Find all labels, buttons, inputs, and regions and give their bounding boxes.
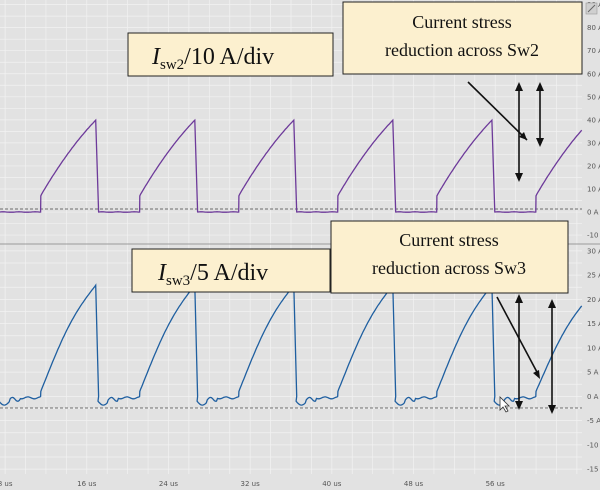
sw3-reduction-arrowhead-2-up (548, 299, 556, 308)
sw2-pointer-arrow (467, 81, 528, 141)
x-tick-label: 48 us (404, 480, 424, 488)
sw2-reduction-arrowhead-2-up (536, 82, 544, 91)
y-tick-label: 60 A (587, 70, 600, 78)
y-tick-label: -5 A (587, 417, 600, 425)
sw2-callout-line1: Current stress (412, 12, 511, 32)
y-tick-label: 0 A (587, 393, 599, 401)
y-tick-label: 50 A (587, 93, 600, 101)
sw3-arrows (496, 294, 556, 414)
sw2-reduction-arrowhead-1-down (515, 173, 523, 182)
y-tick-label: -10 A (587, 441, 600, 449)
y-tick-label: 10 A (587, 185, 600, 193)
sw3-callout-line2: reduction across Sw3 (372, 258, 526, 278)
isw3-label-subscript: sw3 (166, 273, 190, 289)
sw2-arrows (467, 81, 544, 182)
y-tick-label: 20 A (587, 162, 600, 170)
svg-text:Isw2/10 A/div: Isw2/10 A/div (151, 44, 274, 73)
y-tick-label: 25 A (587, 272, 600, 280)
sw2-callout: Current stress reduction across Sw2 (342, 1, 583, 75)
sw3-reduction-arrowhead-2-down (548, 405, 556, 414)
y-tick-label: -10 A (587, 232, 600, 240)
scope-corner-icon (587, 4, 596, 13)
y-tick-label: 30 A (587, 247, 600, 255)
y-tick-label: 10 A (587, 344, 600, 352)
x-tick-labels: 8 us 16 us 24 us 32 us 40 us 48 us 56 us (0, 480, 505, 488)
bottom-y-tick-labels: -15 A -10 A -5 A 0 A 5 A 10 A 15 A 20 A 25 A 30 A (587, 247, 600, 473)
sw2-callout-line2: reduction across Sw2 (385, 40, 539, 60)
top-panel: -10 A 0 A 10 A 20 A 30 A 40 A 50 A 60 A 70 A 80 A… (0, 1, 600, 240)
sw2-pointer-arrowhead (519, 132, 527, 140)
x-tick-label: 40 us (322, 480, 342, 488)
y-tick-label: 40 A (587, 116, 600, 124)
x-tick-label: 8 us (0, 480, 13, 488)
x-tick-label: 24 us (159, 480, 179, 488)
mouse-cursor-icon (499, 396, 510, 413)
y-tick-label: 80 A (587, 24, 600, 32)
sw3-pointer-arrow (496, 296, 539, 375)
x-tick-label: 32 us (241, 480, 261, 488)
sw3-callout: Current stress reduction across Sw3 (330, 220, 569, 294)
sw3-pointer-arrowhead (533, 370, 540, 379)
y-tick-label: 70 A (587, 47, 600, 55)
sw3-reduction-arrowhead-1-up (515, 294, 523, 303)
isw3-label-symbol: I (157, 260, 167, 286)
sw2-reduction-arrowhead-2-down (536, 138, 544, 147)
y-tick-label: 15 A (587, 320, 600, 328)
sw2-reduction-arrowhead-1-up (515, 82, 523, 91)
isw2-label-scale: /10 A/div (184, 44, 274, 70)
y-tick-label: 20 A (587, 296, 600, 304)
isw3-label-scale: /5 A/div (190, 260, 268, 286)
y-tick-label: 0 A (587, 209, 599, 217)
y-tick-label: -15 A (587, 466, 600, 474)
isw3-label-box: Isw3/5 A/div (131, 248, 331, 293)
isw2-label-subscript: sw2 (160, 57, 184, 73)
y-tick-label: 30 A (587, 139, 600, 147)
isw2-label-symbol: I (151, 44, 161, 70)
sw3-callout-line1: Current stress (399, 230, 498, 250)
isw2-label-box: Isw2/10 A/div (127, 32, 334, 77)
isw2-waveform (0, 118, 583, 213)
svg-text:Isw3/5 A/div: Isw3/5 A/div (157, 260, 268, 289)
x-tick-label: 16 us (77, 480, 97, 488)
x-tick-label: 56 us (486, 480, 506, 488)
y-tick-label: 5 A (587, 369, 599, 377)
sw3-reduction-arrowhead-1-down (515, 401, 523, 410)
